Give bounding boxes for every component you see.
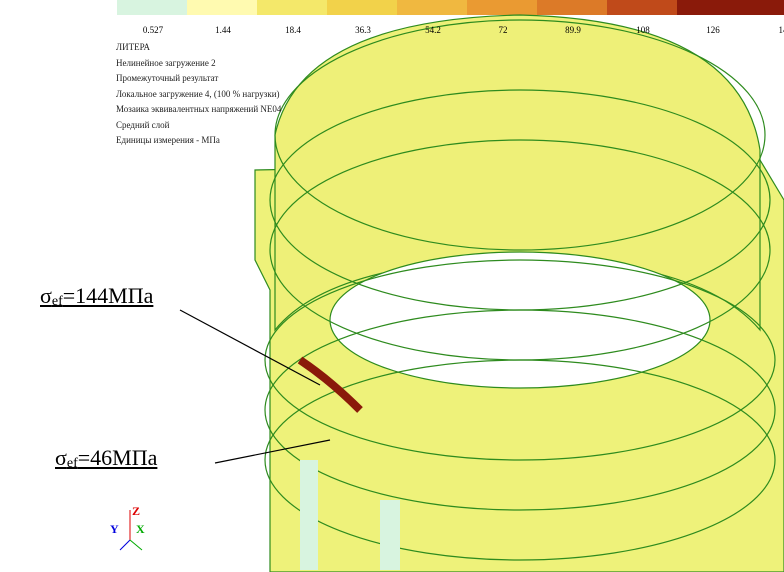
info-line: Средний слой xyxy=(116,118,281,134)
subscript: ef xyxy=(67,456,78,471)
annotation: σef=144МПа xyxy=(40,283,153,310)
axis-x: X xyxy=(136,522,145,536)
legend-label: 89.9 xyxy=(565,25,581,35)
legend-label: 126 xyxy=(706,25,720,35)
legend-label: 108 xyxy=(636,25,650,35)
info-line: ЛИТЕРА xyxy=(116,40,281,56)
legend-label: 18.4 xyxy=(285,25,301,35)
symbol: σ xyxy=(55,445,67,470)
legend-label: 0.527 xyxy=(143,25,164,35)
legend-label: 14 xyxy=(779,25,784,35)
legend-bar xyxy=(117,0,784,15)
value: =46МПа xyxy=(78,445,158,470)
legend-label: 72 xyxy=(499,25,508,35)
legend-label: 1.44 xyxy=(215,25,231,35)
screen: Z Y X 0.527 1.44 18.4 36.3 54.2 72 89.9 108 126 1… xyxy=(0,0,784,572)
info-line: Нелинейное загружение 2 xyxy=(116,56,281,72)
axis-z: Z xyxy=(132,504,140,518)
shell-model xyxy=(255,15,784,572)
legend-label: 54.2 xyxy=(425,25,441,35)
info-line: Единицы измерения - МПа xyxy=(116,133,281,149)
info-line: Мозаика эквивалентных напряжений NE04 xyxy=(116,102,281,118)
annotation: σef=46МПа xyxy=(55,445,157,472)
subscript: ef xyxy=(52,294,63,309)
value: =144МПа xyxy=(63,283,154,308)
info-line: Промежуточный результат xyxy=(116,71,281,87)
legend-label: 36.3 xyxy=(355,25,371,35)
axis-y: Y xyxy=(110,522,119,536)
symbol: σ xyxy=(40,283,52,308)
info-line: Локальное загружение 4, (100 % нагрузки) xyxy=(116,87,281,103)
